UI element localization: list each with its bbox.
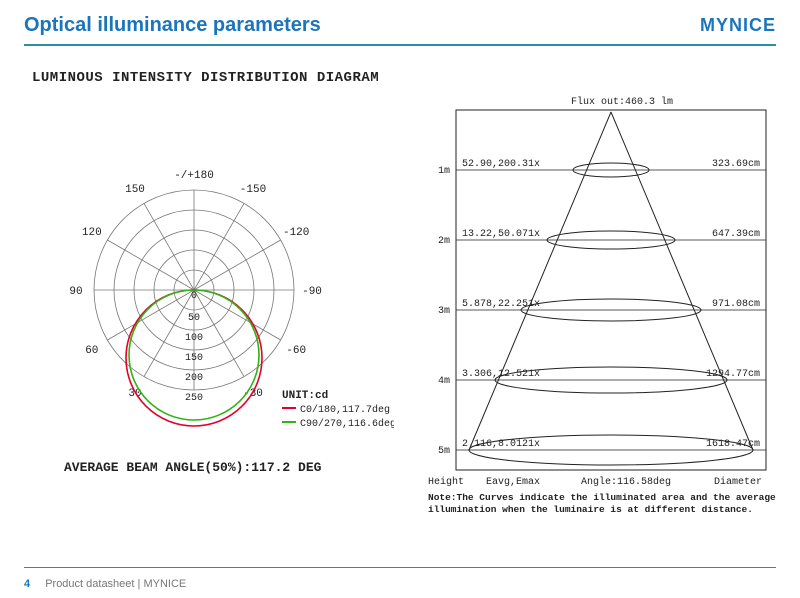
- svg-text:90: 90: [69, 286, 82, 298]
- average-beam-angle-label: AVERAGE BEAM ANGLE(50%):117.2 DEG: [64, 460, 321, 475]
- page-header: Optical illuminance parameters MYNICE: [24, 14, 776, 37]
- page-title: Optical illuminance parameters: [24, 14, 321, 37]
- polar-svg: -/+180150-150120-12090-9060-6030-3005010…: [24, 110, 394, 470]
- svg-text:3.306,12.521x: 3.306,12.521x: [462, 369, 540, 380]
- svg-text:323.69cm: 323.69cm: [712, 159, 760, 170]
- svg-text:13.22,50.071x: 13.22,50.071x: [462, 229, 540, 240]
- svg-text:1m: 1m: [438, 166, 450, 177]
- header-divider: [24, 44, 776, 46]
- svg-text:-90: -90: [302, 286, 322, 298]
- polar-diagram-title: LUMINOUS INTENSITY DISTRIBUTION DIAGRAM: [32, 70, 379, 86]
- svg-text:C90/270,116.6deg: C90/270,116.6deg: [300, 418, 394, 430]
- svg-text:-60: -60: [286, 345, 306, 357]
- svg-text:200: 200: [185, 373, 203, 384]
- page-footer: 4 Product datasheet | MYNICE: [24, 578, 186, 590]
- svg-text:150: 150: [185, 353, 203, 364]
- svg-text:5m: 5m: [438, 446, 450, 457]
- footer-text: Product datasheet | MYNICE: [45, 578, 186, 590]
- svg-text:60: 60: [85, 345, 98, 357]
- svg-text:647.39cm: 647.39cm: [712, 229, 760, 240]
- svg-text:120: 120: [82, 227, 102, 239]
- footer-divider: [24, 567, 776, 568]
- svg-text:5.878,22.251x: 5.878,22.251x: [462, 299, 540, 310]
- svg-text:52.90,200.31x: 52.90,200.31x: [462, 159, 540, 170]
- svg-text:250: 250: [185, 393, 203, 404]
- svg-text:1618.47cm: 1618.47cm: [706, 439, 760, 450]
- svg-text:Height: Height: [428, 476, 464, 488]
- svg-text:illumination when the luminair: illumination when the luminaire is at di…: [428, 504, 753, 515]
- datasheet-page: Optical illuminance parameters MYNICE LU…: [0, 0, 800, 598]
- svg-text:UNIT:cd: UNIT:cd: [282, 390, 328, 402]
- svg-text:-150: -150: [240, 184, 266, 196]
- content-area: LUMINOUS INTENSITY DISTRIBUTION DIAGRAM …: [24, 60, 776, 552]
- svg-text:2.116,8.0121x: 2.116,8.0121x: [462, 439, 540, 450]
- svg-text:1294.77cm: 1294.77cm: [706, 369, 760, 380]
- polar-diagram: -/+180150-150120-12090-9060-6030-3005010…: [24, 110, 394, 490]
- svg-text:3m: 3m: [438, 306, 450, 317]
- svg-text:-/+180: -/+180: [174, 170, 214, 182]
- svg-text:4m: 4m: [438, 376, 450, 387]
- svg-text:0: 0: [191, 291, 197, 302]
- svg-text:50: 50: [188, 313, 200, 324]
- svg-text:Flux out:460.3 lm: Flux out:460.3 lm: [571, 96, 673, 108]
- svg-text:Diameter: Diameter: [714, 476, 762, 488]
- svg-text:C0/180,117.7deg: C0/180,117.7deg: [300, 404, 390, 416]
- svg-text:Eavg,Emax: Eavg,Emax: [486, 477, 540, 488]
- svg-text:100: 100: [185, 333, 203, 344]
- brand-logo: MYNICE: [700, 15, 776, 36]
- svg-text:150: 150: [125, 184, 145, 196]
- illuminance-cone-diagram: Flux out:460.3 lm 1m 52.90,200.31x 323.69cm…: [416, 90, 776, 520]
- svg-text:-120: -120: [283, 227, 309, 239]
- svg-text:971.08cm: 971.08cm: [712, 299, 760, 310]
- svg-text:Note:The Curves indicate the i: Note:The Curves indicate the illuminated…: [428, 492, 776, 503]
- cone-svg: Flux out:460.3 lm 1m 52.90,200.31x 323.69cm…: [416, 90, 776, 520]
- svg-text:Angle:116.58deg: Angle:116.58deg: [581, 476, 671, 488]
- svg-text:2m: 2m: [438, 236, 450, 247]
- page-number: 4: [24, 578, 30, 590]
